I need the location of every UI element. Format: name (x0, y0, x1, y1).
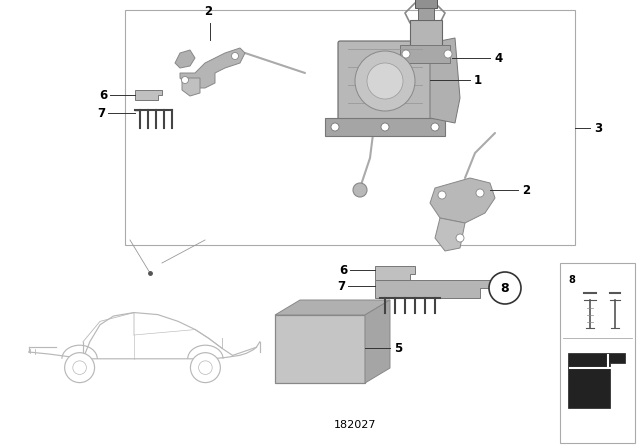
Polygon shape (435, 218, 465, 251)
Text: 1: 1 (474, 73, 482, 86)
Bar (418, 8, 434, 20)
Circle shape (402, 50, 410, 58)
FancyBboxPatch shape (338, 41, 432, 120)
Circle shape (438, 191, 446, 199)
Bar (560, 263, 635, 443)
Polygon shape (375, 266, 415, 280)
Bar (410, 20, 442, 48)
Polygon shape (430, 178, 495, 223)
Circle shape (191, 353, 220, 383)
Text: 2: 2 (522, 184, 530, 197)
Circle shape (182, 77, 189, 83)
Polygon shape (175, 50, 195, 68)
Text: 7: 7 (337, 280, 345, 293)
Polygon shape (182, 78, 200, 96)
Text: 182027: 182027 (333, 420, 376, 430)
Circle shape (353, 183, 367, 197)
Bar (125, 10, 575, 245)
Circle shape (355, 51, 415, 111)
Circle shape (367, 63, 403, 99)
Circle shape (331, 123, 339, 131)
Bar (400, 45, 450, 63)
Polygon shape (135, 90, 162, 100)
Polygon shape (180, 48, 245, 88)
Circle shape (489, 272, 521, 304)
Circle shape (444, 50, 452, 58)
Text: 4: 4 (494, 52, 502, 65)
Bar (415, 0, 437, 8)
Circle shape (232, 52, 239, 60)
Text: 8: 8 (568, 275, 575, 285)
Circle shape (65, 353, 95, 383)
Polygon shape (365, 300, 390, 383)
Polygon shape (568, 353, 625, 408)
Polygon shape (275, 300, 390, 315)
Text: 6: 6 (99, 89, 107, 102)
Bar (325, 118, 445, 136)
Text: 7: 7 (97, 107, 105, 120)
Circle shape (198, 361, 212, 375)
Text: 6: 6 (339, 263, 347, 276)
Polygon shape (430, 38, 460, 123)
Circle shape (381, 123, 389, 131)
Circle shape (456, 234, 464, 242)
Circle shape (476, 189, 484, 197)
Text: 8: 8 (500, 281, 509, 294)
Text: 2: 2 (204, 5, 212, 18)
Text: 5: 5 (394, 341, 403, 354)
Circle shape (431, 123, 439, 131)
Text: 3: 3 (594, 121, 602, 134)
Bar (275, 315, 365, 383)
Polygon shape (375, 280, 490, 298)
Circle shape (73, 361, 86, 375)
